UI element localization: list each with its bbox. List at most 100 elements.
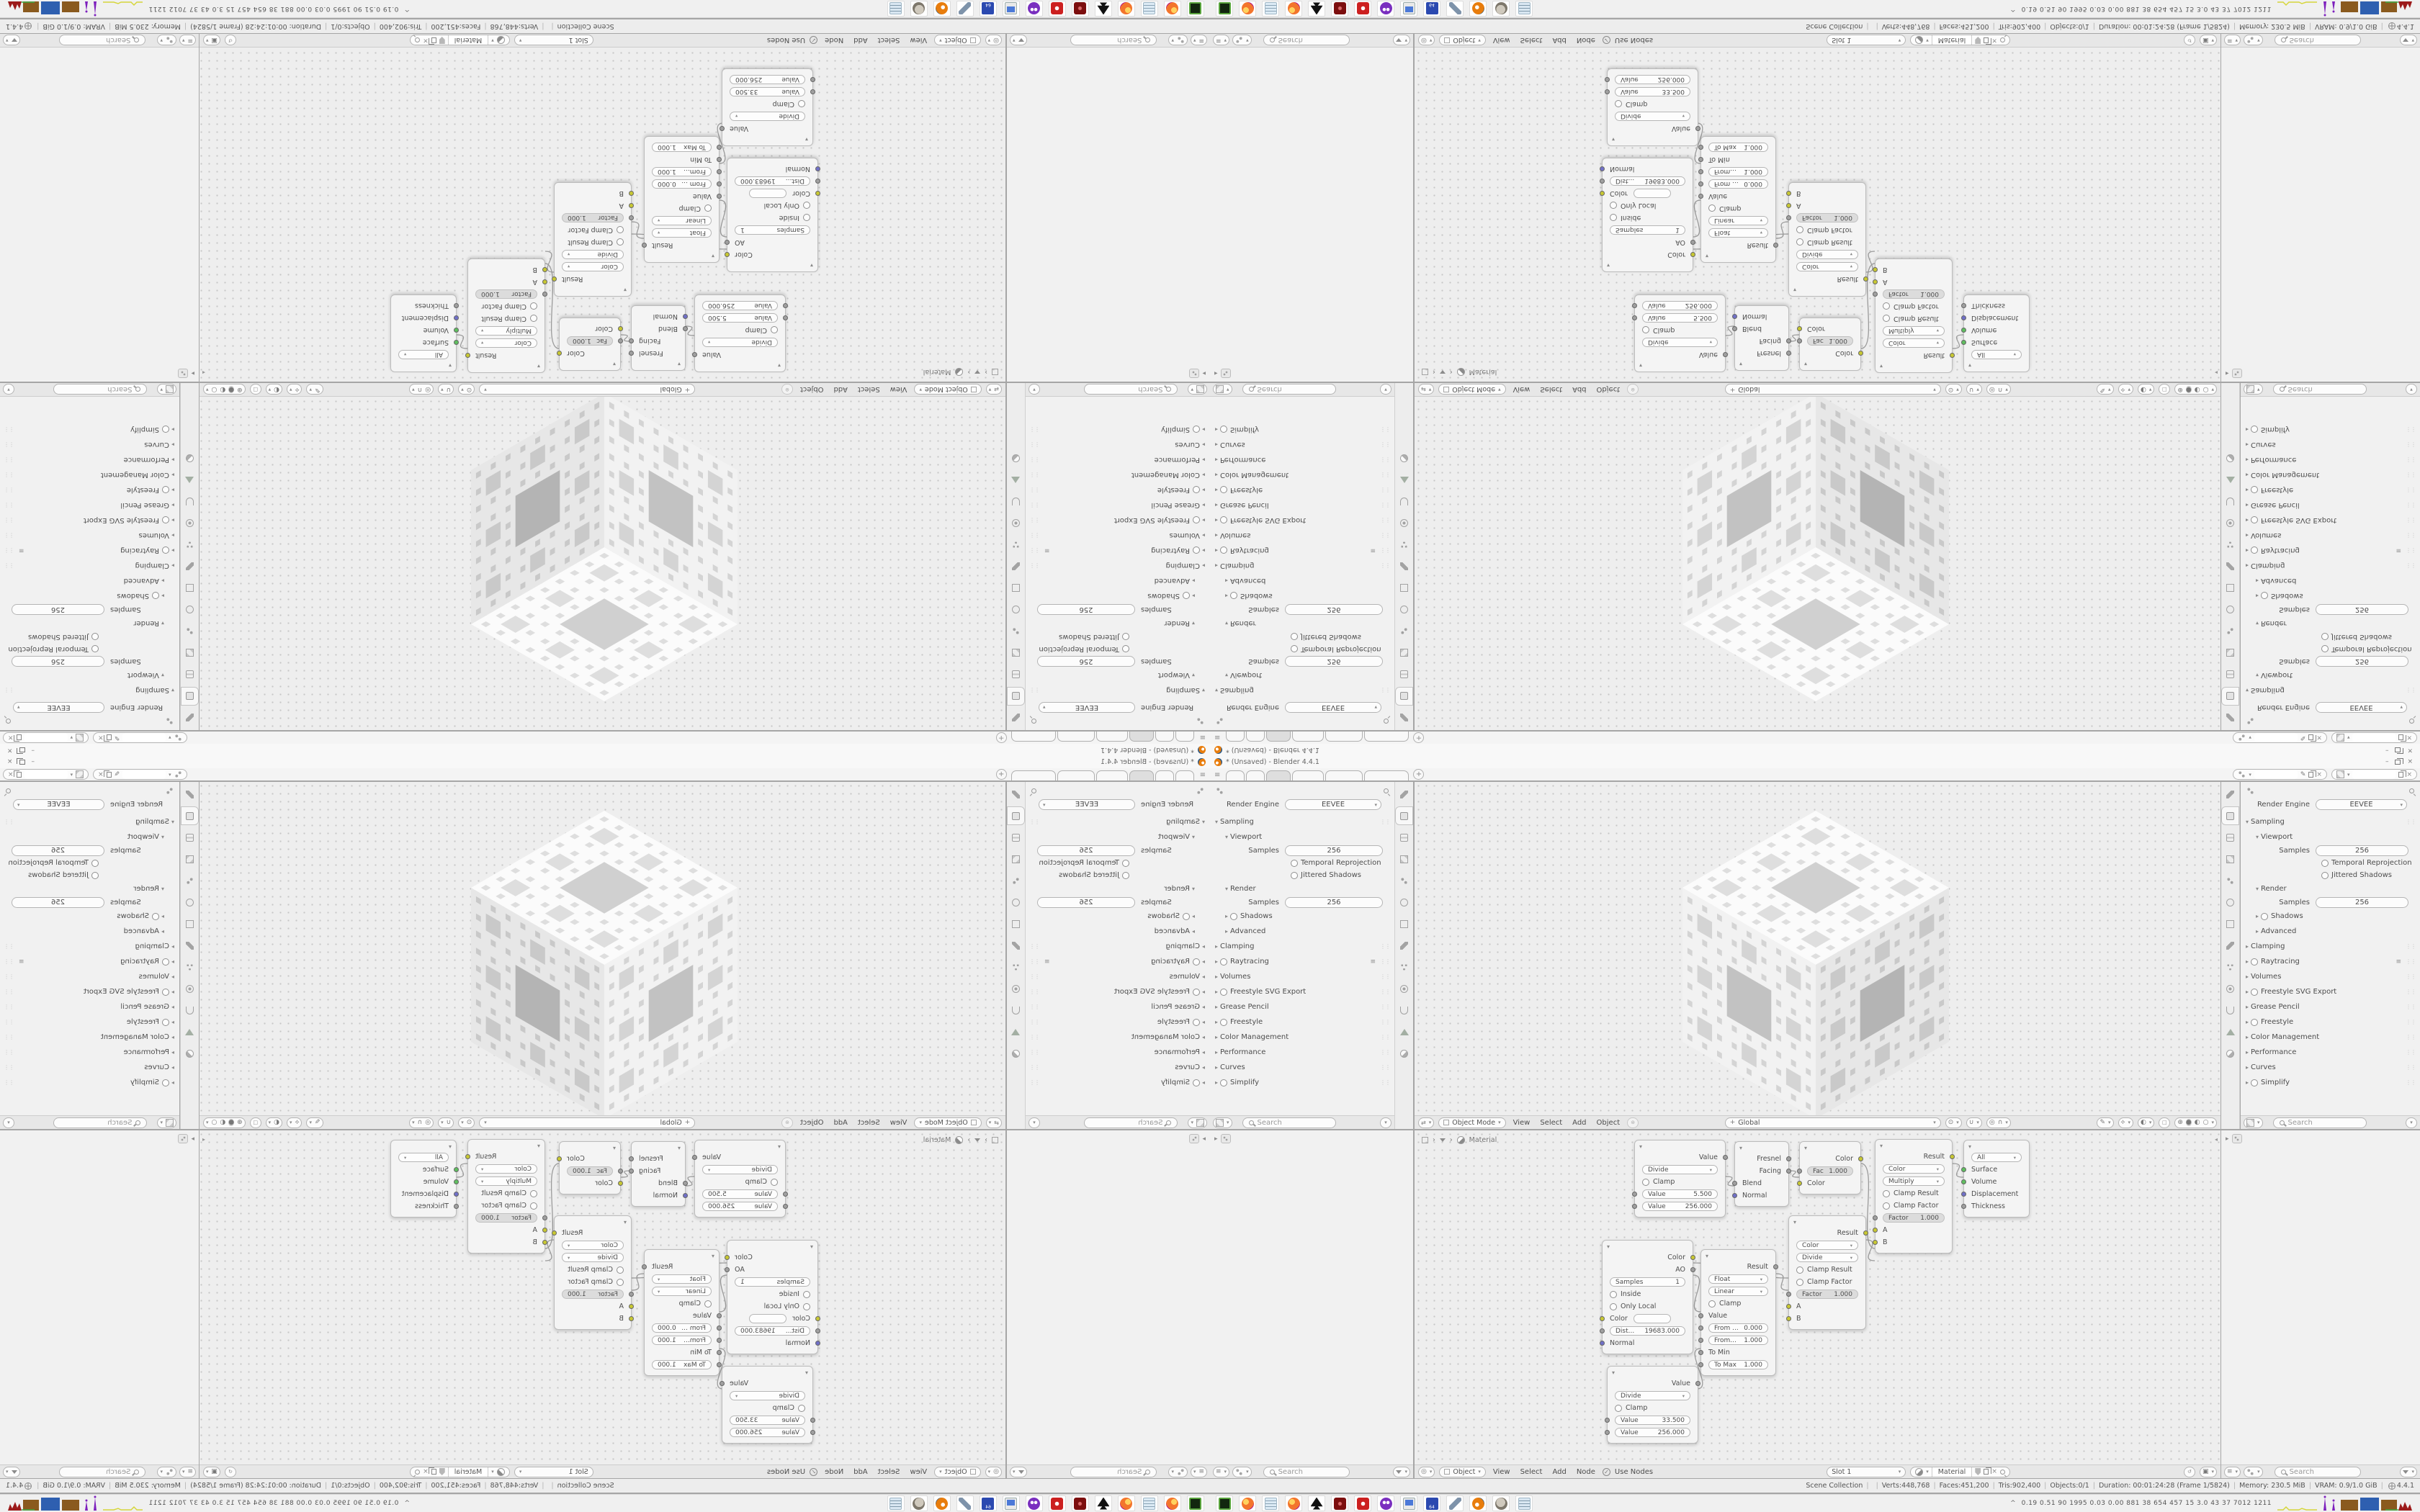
workspace-tab[interactable] xyxy=(1364,732,1410,742)
property-value-field[interactable]: 256 xyxy=(1037,897,1135,908)
gizmo-dropdown[interactable]: ⟡ ▾ xyxy=(2118,1117,2133,1128)
socket-facing-out[interactable] xyxy=(1786,338,1791,343)
pin-scene-icon[interactable]: ✎ xyxy=(114,734,120,742)
menu-burger-icon[interactable]: ≡ xyxy=(1214,771,1221,779)
property-section-row[interactable]: ▸ Curves ⋮⋮ xyxy=(1026,437,1210,452)
taskbar-item-notepad[interactable] xyxy=(1141,1,1158,17)
expand-icon[interactable]: ▸ xyxy=(171,1019,175,1025)
properties-tab-material[interactable] xyxy=(181,1044,199,1063)
workspace-tab[interactable] xyxy=(1010,770,1056,780)
expand-icon[interactable]: ▸ xyxy=(171,502,175,508)
expand-icon[interactable]: ▸ xyxy=(1214,487,1218,493)
unlink-scene-icon[interactable]: × xyxy=(2316,734,2322,742)
property-section-row[interactable]: ▾ Viewport xyxy=(1026,829,1210,845)
snapping-dropdown[interactable]: ∪ ▾ xyxy=(1966,1117,1982,1128)
fac-slider[interactable]: Fac 1.000 xyxy=(1807,336,1853,346)
socket-to-min-in[interactable] xyxy=(1698,1350,1703,1355)
editor-type-viewport-button[interactable]: ⇄ ▾ xyxy=(985,1117,1002,1128)
socket-distance-in[interactable] xyxy=(1600,179,1605,184)
property-section-row[interactable]: ▸ Grease Pencil ⋮⋮ xyxy=(0,498,179,513)
socket-value-out[interactable] xyxy=(1695,126,1700,131)
properties-tab-render[interactable] xyxy=(181,806,199,825)
editor-type-viewport-button[interactable]: ⇄ ▾ xyxy=(1418,384,1435,395)
scene-selector[interactable]: ▾ ✎ × xyxy=(2233,769,2327,780)
section-checkbox[interactable] xyxy=(2251,516,2258,524)
interpolation-dropdown[interactable]: Linear ▾ xyxy=(1708,216,1768,225)
socket-volume-in[interactable] xyxy=(454,1179,459,1184)
properties-tab-view-layer[interactable] xyxy=(1007,850,1025,868)
socket-to-min-in[interactable] xyxy=(717,1350,722,1355)
property-section-row[interactable]: ▾ Render xyxy=(1026,616,1210,631)
expand-icon[interactable]: ▸ xyxy=(1214,517,1218,523)
socket-value-in[interactable] xyxy=(783,1204,788,1209)
property-section-row[interactable]: ▸ Clamping ⋮⋮ xyxy=(1210,939,1394,954)
properties-tab-view-layer[interactable] xyxy=(1395,850,1413,868)
value-field[interactable]: Value 256.000 xyxy=(730,1428,805,1437)
expand-icon[interactable]: ▸ xyxy=(1214,1019,1218,1025)
close-button[interactable]: × xyxy=(7,758,13,765)
properties-tab-material[interactable] xyxy=(1007,1044,1025,1063)
math-operation-dropdown[interactable]: Divide ▾ xyxy=(702,1165,778,1174)
expand-icon[interactable]: ▸ xyxy=(1224,593,1228,599)
only-local-checkbox[interactable] xyxy=(1610,1302,1617,1310)
color-swatch[interactable] xyxy=(1633,1314,1671,1323)
node-overlay-dropdown[interactable]: ▣ ▾ xyxy=(2199,1466,2217,1477)
socket-b-in[interactable] xyxy=(1873,267,1878,272)
mix-operation-dropdown[interactable]: Divide ▾ xyxy=(562,1253,624,1262)
clamp-checkbox[interactable] xyxy=(1708,1300,1716,1308)
mix-data-type-dropdown[interactable]: Color ▾ xyxy=(475,338,537,348)
socket-ao-out[interactable] xyxy=(1690,1267,1695,1272)
shading-solid-button[interactable]: ● xyxy=(228,386,235,393)
expand-icon[interactable]: ▸ xyxy=(2245,943,2249,950)
mix-data-type-dropdown[interactable]: Color ▾ xyxy=(475,1164,537,1174)
properties-tab-physics[interactable] xyxy=(2221,514,2239,533)
transform-orientation-dropdown[interactable]: + Global ▾ xyxy=(479,1117,696,1128)
section-checkbox[interactable] xyxy=(1193,958,1200,966)
expand-icon[interactable]: ▸ xyxy=(1202,441,1206,448)
socket-b-in[interactable] xyxy=(1786,1316,1791,1321)
checkbox[interactable] xyxy=(1291,645,1298,653)
math-operation-dropdown[interactable]: Divide ▾ xyxy=(702,338,778,347)
data-type-dropdown[interactable]: Float ▾ xyxy=(1708,228,1768,238)
node-material-output[interactable]: ▾ All ▾ Surface Volume Displacement Thick… xyxy=(1961,294,2030,372)
pin-material-icon[interactable] xyxy=(1999,1469,2005,1475)
expand-icon[interactable]: ▸ xyxy=(2226,369,2229,377)
taskbar-item-wrench[interactable] xyxy=(956,1495,974,1511)
socket-color-out[interactable] xyxy=(557,351,562,356)
expand-icon[interactable]: ▸ xyxy=(161,593,165,599)
samples-field[interactable]: Samples 1 xyxy=(735,1277,810,1287)
section-checkbox[interactable] xyxy=(2261,912,2268,920)
taskbar-item-owl-purple[interactable] xyxy=(1026,1,1043,17)
property-section-row[interactable]: ▾ Sampling ⋮⋮ xyxy=(0,814,179,829)
slot-dropdown[interactable]: Slot 1 ▾ xyxy=(514,35,593,46)
node-collapse-icon[interactable]: ▾ xyxy=(1607,1243,1610,1250)
expand-icon[interactable]: ▸ xyxy=(1202,426,1206,433)
socket-a-in[interactable] xyxy=(542,279,547,284)
properties-search-input[interactable]: Search xyxy=(1242,1117,1336,1128)
outliner-display-mode-dropdown[interactable]: ≡ ▾ xyxy=(179,35,196,46)
properties-editor-type-button[interactable]: ▾ xyxy=(1213,384,1232,395)
property-section-row[interactable]: ▸ Volumes ⋮⋮ xyxy=(2241,528,2420,543)
node-layer-weight[interactable]: ▾ Fresnel Facing Blend Normal xyxy=(1732,1141,1791,1207)
render-engine-dropdown[interactable]: EEVEE ▾ xyxy=(2316,702,2407,713)
taskbar-item-notepad[interactable] xyxy=(1141,1495,1158,1511)
node-map-range[interactable]: ▾ Result Float ▾ Linear ▾ Clamp Value From… xyxy=(1698,136,1778,263)
copy-view-layer-icon[interactable] xyxy=(2398,770,2407,778)
socket-to-max-in[interactable] xyxy=(717,145,722,150)
expand-icon[interactable]: ▸ xyxy=(2245,1004,2249,1010)
menu-view[interactable]: View xyxy=(1512,1118,1531,1127)
node-collapse-icon[interactable]: ▾ xyxy=(612,1145,616,1151)
inside-checkbox[interactable] xyxy=(803,214,810,222)
expand-icon[interactable]: ▸ xyxy=(1214,369,1218,377)
pin-icon[interactable] xyxy=(1384,788,1389,793)
section-checkbox[interactable] xyxy=(1220,1079,1227,1086)
socket-blend-in[interactable] xyxy=(1732,326,1737,331)
property-section-row[interactable]: ▾ Sampling ⋮⋮ xyxy=(1210,683,1394,698)
socket-normal-in[interactable] xyxy=(1600,166,1605,171)
socket-value-out[interactable] xyxy=(1723,352,1728,357)
properties-tab-particles[interactable] xyxy=(1395,958,1413,976)
section-checkbox[interactable] xyxy=(1193,486,1200,494)
samples-field[interactable]: Samples 1 xyxy=(735,225,810,235)
properties-tab-world[interactable] xyxy=(2221,893,2239,912)
properties-tab-physics[interactable] xyxy=(181,979,199,998)
